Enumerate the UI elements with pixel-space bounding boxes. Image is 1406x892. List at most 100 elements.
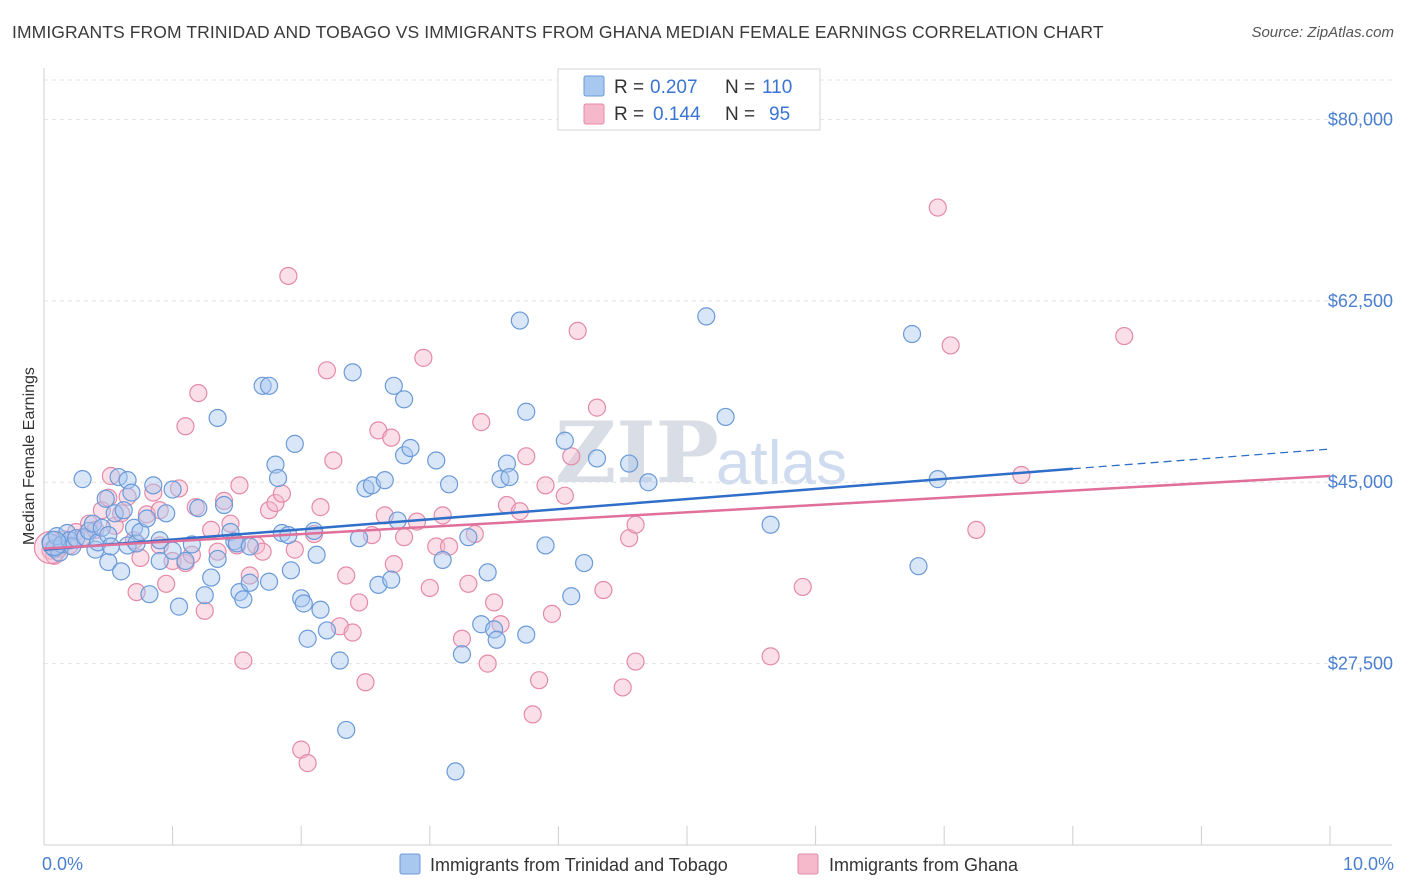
ghana-point-57 (356, 673, 375, 692)
trinidad-point-88 (452, 645, 472, 664)
trinidad-point-106 (639, 473, 658, 492)
trinidad-point-77 (375, 471, 394, 490)
ghana-point-23 (157, 574, 176, 593)
trinidad-point-65 (298, 629, 317, 648)
x-tick-label-max: 10.0% (1343, 854, 1394, 874)
trinidad-point-34 (150, 551, 169, 571)
ghana-point-73 (472, 413, 491, 432)
trinidad-point-84 (427, 451, 446, 470)
ghana-point-66 (420, 578, 439, 598)
ghana-point-43 (266, 493, 285, 513)
legend-pink-swatch (797, 853, 819, 875)
trinidad-point-69 (317, 621, 337, 640)
trinidad-point-46 (214, 495, 234, 515)
stats-pink-n-value: 95 (769, 104, 790, 125)
stats-blue-r-label: R = (614, 77, 644, 98)
trinidad-point-41 (189, 499, 208, 518)
trinidad-point-80 (394, 390, 414, 409)
trinidad-point-53 (240, 573, 259, 592)
ghana-point-83 (542, 604, 562, 623)
trinidad-point-85 (433, 550, 452, 570)
trinidad-trend-line (43, 467, 1073, 551)
ghana-point-75 (485, 593, 504, 612)
y-tick-label-0: $27,500 (1328, 654, 1393, 674)
chart-title: IMMIGRANTS FROM TRINIDAD AND TOBAGO VS I… (12, 22, 1104, 42)
trinidad-point-30 (137, 509, 156, 528)
ghana-point-39 (240, 566, 259, 585)
trinidad-point-36 (163, 480, 182, 499)
ghana-point-34 (214, 491, 234, 510)
ghana-point-86 (568, 321, 587, 341)
trinidad-point-82 (394, 446, 414, 465)
stats-pink-swatch (583, 103, 605, 125)
trinidad-point-43 (202, 568, 221, 587)
ghana-point-38 (234, 651, 253, 670)
trinidad-point-63 (292, 589, 311, 608)
stats-blue-n-value: 110 (762, 77, 792, 98)
ghana-point-96 (941, 336, 960, 355)
ghana-point-31 (195, 601, 214, 620)
trinidad-point-89 (459, 528, 478, 547)
trinidad-point-107 (697, 307, 716, 326)
ghana-point-55 (343, 623, 362, 642)
trinidad-point-104 (587, 449, 607, 468)
trinidad-point-45 (208, 408, 227, 428)
trinidad-point-87 (446, 762, 465, 781)
trinidad-point-16 (96, 489, 115, 508)
y-tick-label-1: $45,000 (1328, 472, 1393, 492)
ghana-point-30 (189, 383, 208, 403)
trinidad-point-19 (101, 537, 120, 556)
trinidad-point-91 (478, 563, 497, 582)
source-credit: Source: ZipAtlas.com (1251, 24, 1394, 41)
ghana-point-88 (594, 580, 613, 600)
ghana-point-62 (384, 555, 403, 574)
trinidad-point-23 (114, 501, 133, 520)
ghana-point-42 (259, 501, 279, 520)
x-tick-label-min: 0.0% (42, 854, 83, 874)
trinidad-point-78 (382, 570, 401, 589)
ghana-point-33 (208, 542, 227, 561)
trend-lines (43, 448, 1331, 551)
ghana-point-91 (626, 515, 645, 534)
ghana-point-99 (1115, 326, 1134, 346)
trinidad-point-38 (169, 597, 189, 616)
ghana-point-84 (555, 486, 574, 505)
trinidad-point-95 (497, 454, 517, 473)
ghana-point-82 (536, 476, 555, 495)
ghana-point-85 (562, 447, 581, 466)
trinidad-point-105 (620, 454, 639, 473)
ghana-point-65 (414, 348, 433, 367)
ghana-point-14 (112, 504, 131, 523)
trinidad-point-51 (234, 590, 253, 609)
trinidad-point-44 (208, 549, 227, 569)
ghana-point-18 (131, 548, 150, 567)
trinidad-point-109 (761, 515, 780, 534)
trinidad-point-26 (122, 483, 141, 502)
ghana-point-71 (459, 574, 478, 593)
ghana-point-94 (793, 577, 812, 597)
trinidad-point-70 (330, 651, 349, 670)
ghana-point-48 (298, 754, 317, 773)
trinidad-point-42 (195, 586, 214, 605)
trinidad-point-67 (307, 545, 326, 564)
ghana-point-98 (1012, 465, 1031, 485)
trinidad-point-22 (112, 562, 131, 581)
trinidad-point-5 (58, 523, 77, 543)
ghana-point-95 (928, 198, 947, 217)
watermark: ZIP atlas (555, 403, 847, 502)
ghana-point-12 (101, 466, 120, 486)
trinidad-point-39 (176, 551, 195, 571)
trinidad-point-71 (337, 720, 356, 740)
ghana-point-56 (349, 593, 369, 612)
trinidad-point-56 (259, 376, 279, 395)
y-axis-label: Median Female Earnings (21, 367, 38, 545)
trinidad-point-93 (487, 630, 506, 649)
ghana-point-45 (279, 266, 298, 286)
trinidad-point-58 (268, 468, 288, 488)
ghana-point-81 (530, 671, 549, 690)
trinidad-point-97 (510, 311, 529, 330)
trinidad-point-68 (311, 600, 330, 619)
trinidad-point-52 (240, 537, 259, 556)
trinidad-point-72 (343, 363, 362, 382)
trinidad-point-98 (517, 402, 536, 421)
